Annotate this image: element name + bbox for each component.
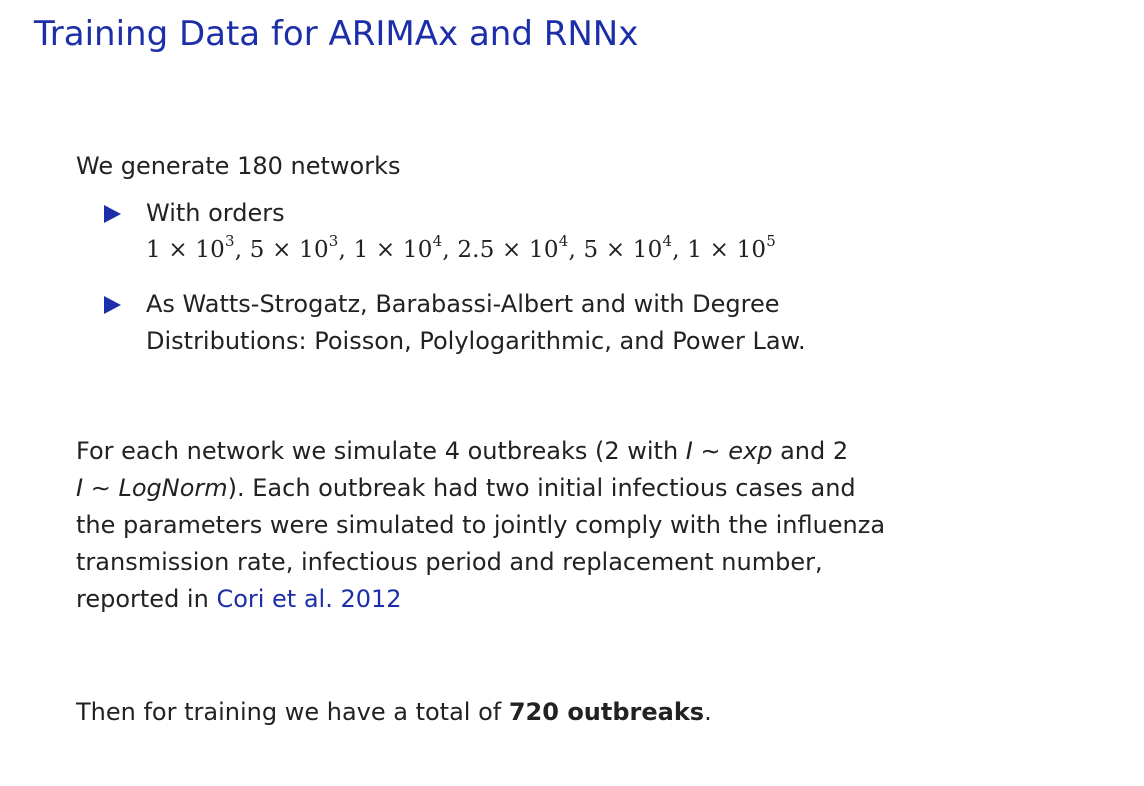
para-line-3: the parameters were simulated to jointly… xyxy=(76,511,886,539)
closing-pre: Then for training we have a total of xyxy=(76,698,509,726)
closing-bold: 720 outbreaks xyxy=(508,698,705,726)
order-term: 5 × 104 xyxy=(583,232,673,263)
types-line-1: As Watts-Strogatz, Barabassi-Albert and … xyxy=(146,290,780,318)
order-term: 2.5 × 104 xyxy=(457,232,569,263)
order-term: 5 × 103 xyxy=(249,232,339,263)
bullet-network-types: As Watts-Strogatz, Barabassi-Albert and … xyxy=(76,286,1116,360)
bullet-list: With orders 1 × 103, 5 × 103, 1 × 104, 2… xyxy=(76,195,1116,377)
orders-formula: 1 × 103, 5 × 103, 1 × 104, 2.5 × 104, 5 … xyxy=(146,232,776,263)
math-sim: ∼ xyxy=(83,474,119,502)
outbreak-paragraph: For each network we simulate 4 outbreaks… xyxy=(76,433,1126,618)
math-dist: LogNorm xyxy=(118,474,228,502)
para-text: reported in xyxy=(76,585,217,613)
slide-title: Training Data for ARIMAx and RNNx xyxy=(34,14,639,54)
closing-text: Then for training we have a total of 720… xyxy=(76,694,712,731)
orders-label: With orders xyxy=(146,199,285,227)
para-line-5: reported in Cori et al. 2012 xyxy=(76,581,1126,618)
closing-post: . xyxy=(704,698,712,726)
bullet-triangle-icon xyxy=(104,205,121,223)
order-term: 1 × 104 xyxy=(353,232,443,263)
math-dist: exp xyxy=(728,437,773,465)
para-text: and 2 xyxy=(772,437,849,465)
bullet-orders: With orders 1 × 103, 5 × 103, 1 × 104, 2… xyxy=(76,195,1116,269)
citation-link[interactable]: Cori et al. 2012 xyxy=(216,585,402,613)
para-text: For each network we simulate 4 outbreaks… xyxy=(76,437,686,465)
para-line-2: I ∼ LogNorm). Each outbreak had two init… xyxy=(76,470,1126,507)
para-line-4: transmission rate, infectious period and… xyxy=(76,548,823,576)
para-text: ). Each outbreak had two initial infecti… xyxy=(227,474,856,502)
order-term: 1 × 103 xyxy=(146,232,235,263)
order-term: 1 × 105 xyxy=(687,232,776,263)
math-var: I xyxy=(76,474,84,502)
bullet-triangle-icon xyxy=(104,296,121,314)
math-var: I xyxy=(685,437,693,465)
math-sim: ∼ xyxy=(692,437,729,465)
para-line-1: For each network we simulate 4 outbreaks… xyxy=(76,433,1126,470)
types-line-2: Distributions: Poisson, Polylogarithmic,… xyxy=(146,327,806,355)
intro-text: We generate 180 networks xyxy=(76,152,401,180)
